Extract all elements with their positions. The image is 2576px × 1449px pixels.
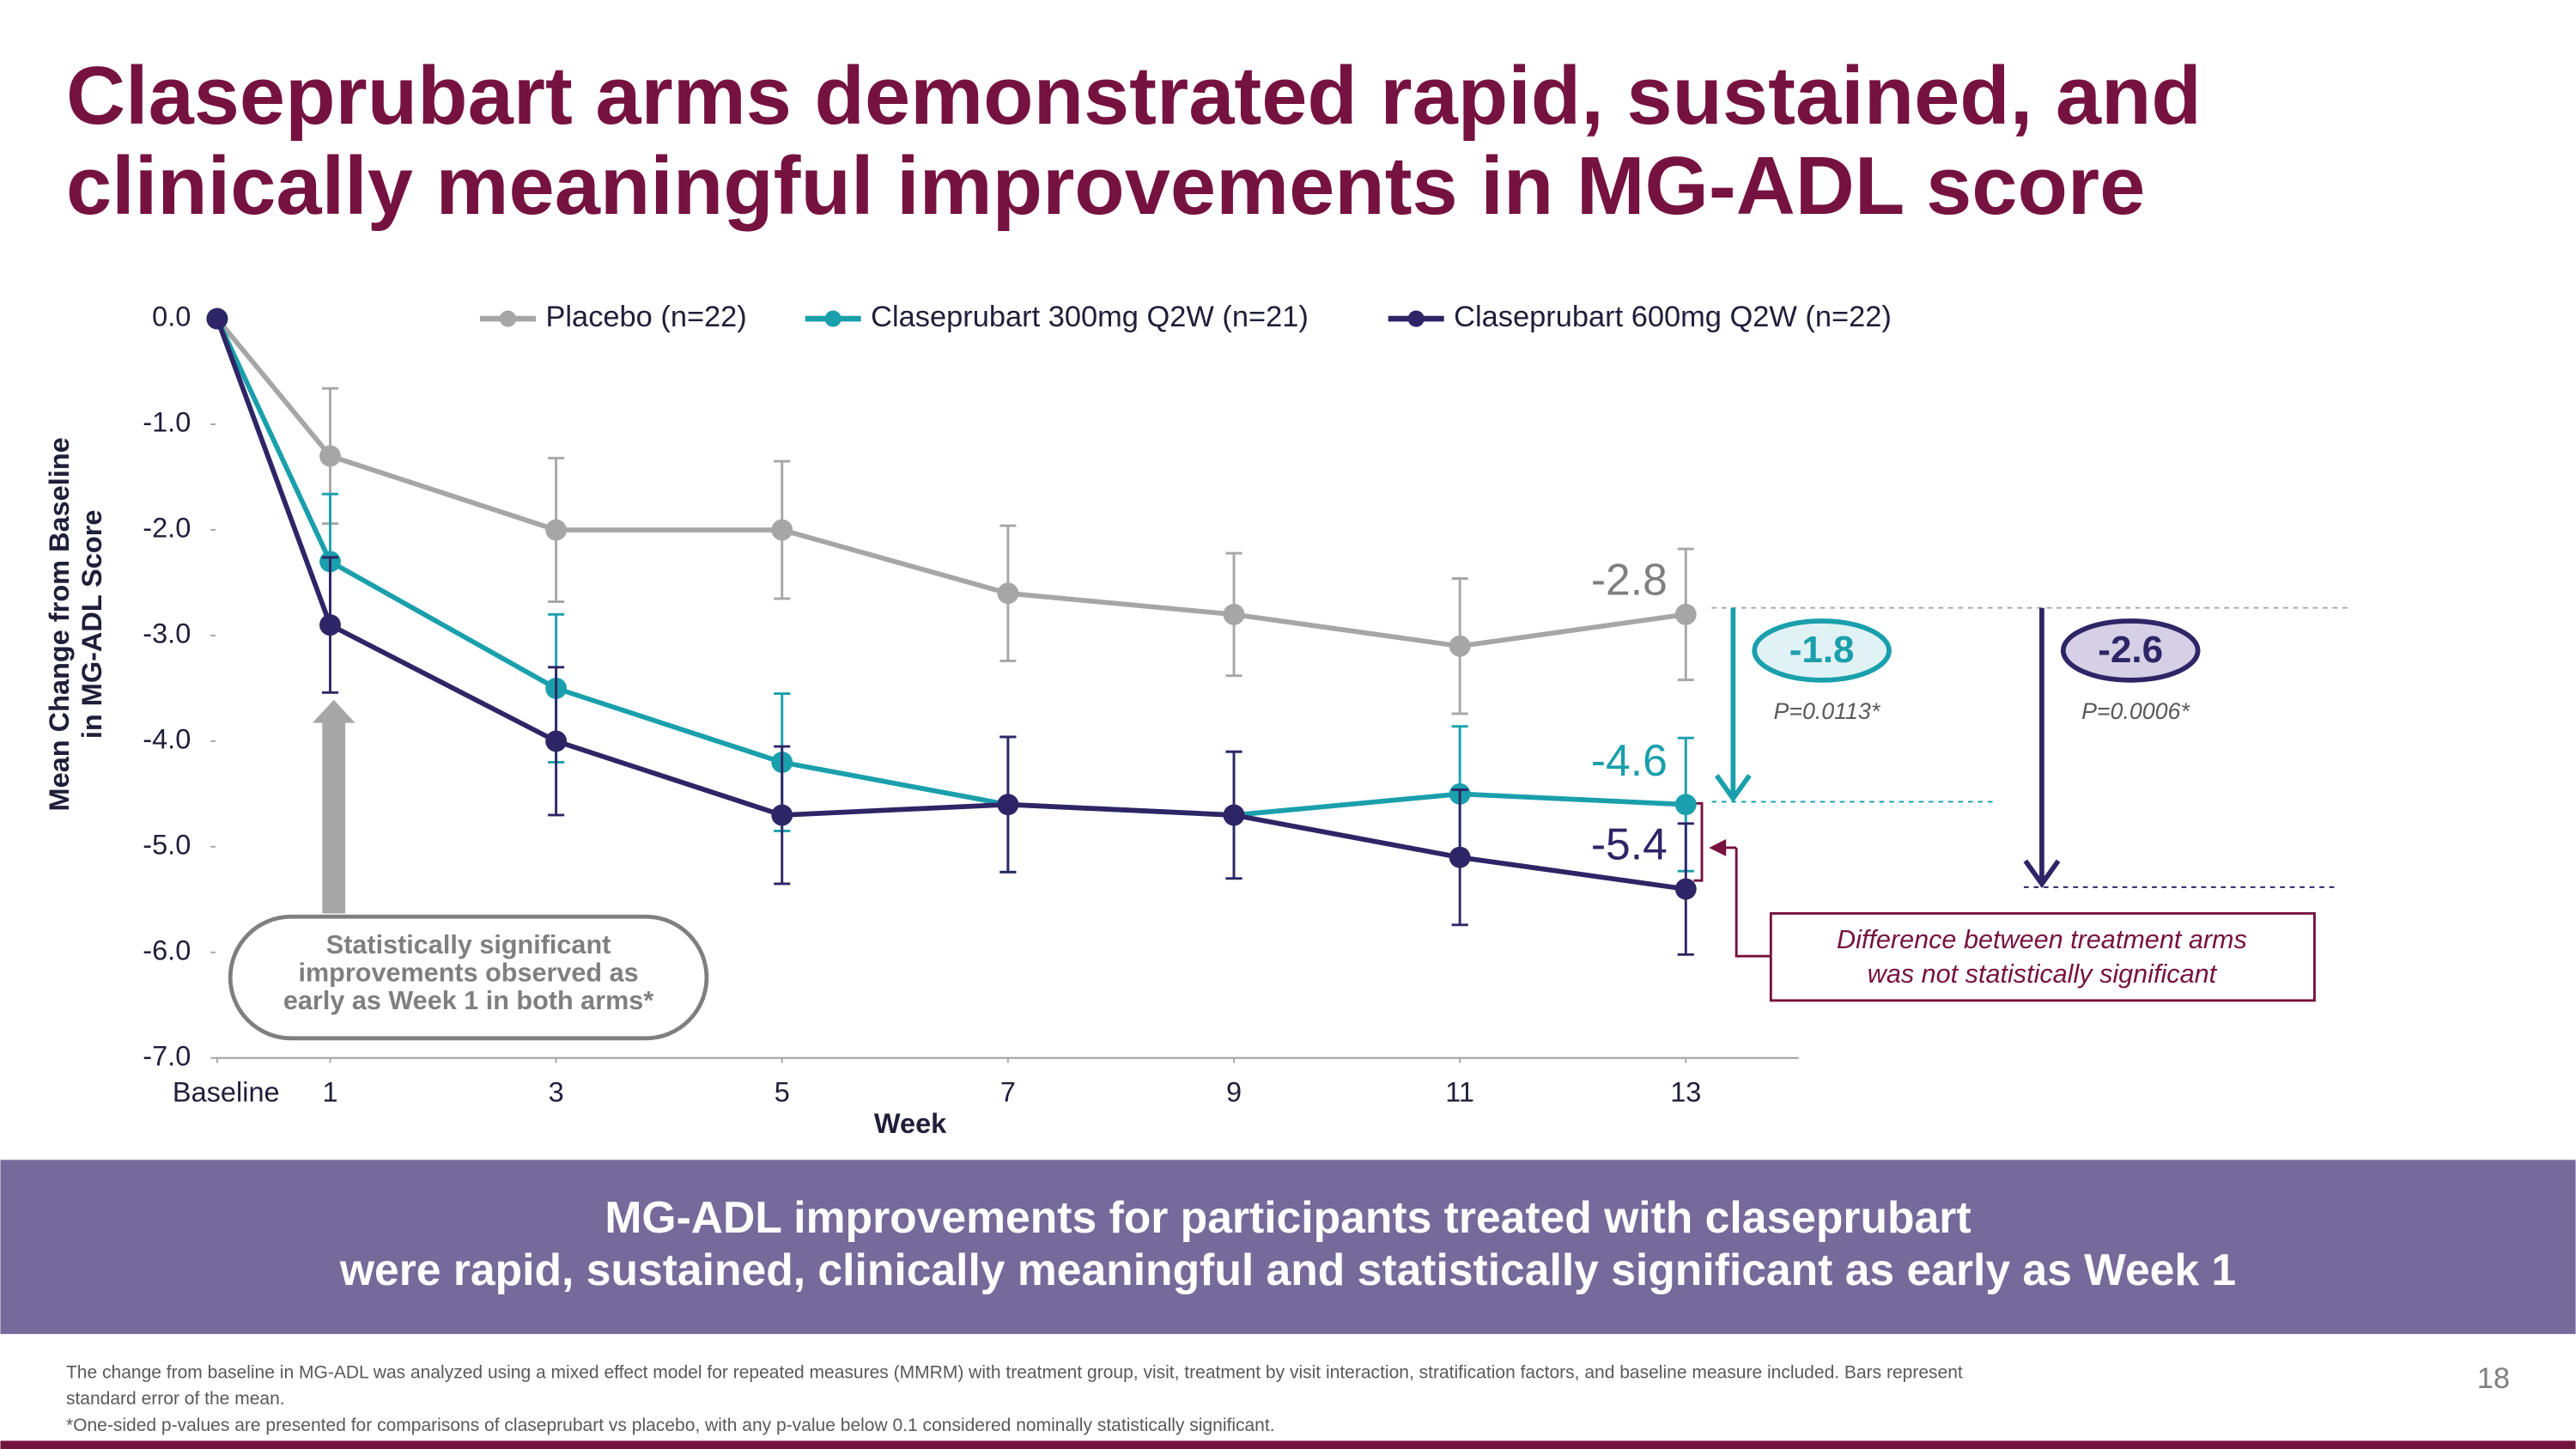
callout-text: improvements observed as [298, 958, 638, 987]
x-tick-label: 7 [1000, 1076, 1016, 1107]
series [206, 307, 1697, 956]
data-point [1674, 603, 1697, 625]
y-tick-label: -1.0 [143, 407, 191, 438]
note-box [1769, 912, 2316, 1002]
x-tick-label: 3 [549, 1076, 564, 1107]
callout-text: Statistically significant [326, 930, 611, 959]
footnote: The change from baseline in MG-ADL was a… [66, 1363, 1963, 1383]
note-text: was not statistically significant [1868, 959, 2218, 989]
data-point [1449, 635, 1471, 657]
banner [0, 1160, 2576, 1335]
footnote: standard error of the mean. [66, 1389, 285, 1409]
series [206, 307, 1697, 880]
data-point [319, 614, 341, 636]
y-axis-label-line: in MG-ADL Score [76, 509, 107, 739]
bracket [1693, 801, 1704, 882]
bracket-arrow [1709, 838, 1737, 856]
y-tick-label: -4.0 [143, 723, 191, 754]
data-point [771, 804, 793, 826]
y-axis-label-line: Mean Change from Baseline [44, 437, 75, 811]
data-point [771, 519, 793, 541]
p-value: P=0.0113* [1773, 698, 1880, 724]
banner-text: MG-ADL improvements for participants tre… [605, 1192, 1971, 1242]
data-point [319, 445, 341, 467]
end-value-label: -4.6 [1591, 735, 1668, 785]
callout [228, 914, 709, 1041]
callout-text: early as Week 1 in both arms* [283, 986, 653, 1015]
x-tick-label: 1 [322, 1076, 337, 1107]
y-tick-label: -6.0 [143, 935, 191, 965]
page-number: 18 [2477, 1362, 2510, 1395]
up-arrow [312, 699, 355, 914]
note-text: Difference between treatment arms [1837, 925, 2247, 954]
legend-label: Claseprubart 600mg Q2W (n=22) [1454, 301, 1892, 333]
series [206, 307, 1697, 715]
data-point [545, 730, 568, 752]
legend-swatch-marker [1407, 310, 1425, 327]
difference-value: -1.8 [1789, 629, 1855, 671]
data-point [1223, 804, 1245, 826]
y-tick-label: -2.0 [143, 513, 191, 544]
y-axis-label: Mean Change from Baseline in MG-ADL Scor… [44, 437, 107, 811]
data-point [545, 519, 568, 541]
series-line [215, 317, 1686, 649]
end-value-label: -2.8 [1591, 555, 1668, 605]
legend-swatch-marker [499, 310, 517, 327]
difference-badge [2060, 618, 2201, 683]
p-value: P=0.0006* [2081, 698, 2190, 724]
difference-badge [1752, 618, 1892, 683]
x-tick-label: 9 [1226, 1076, 1242, 1107]
series-line [215, 317, 1686, 818]
y-tick-label: -7.0 [143, 1040, 191, 1071]
connector [1735, 847, 1771, 958]
title: clinically meaningful improvements in MG… [66, 140, 2145, 232]
data-point [1449, 846, 1471, 868]
legend-swatch-marker [824, 310, 841, 327]
x-tick-label: Baseline [173, 1076, 280, 1107]
legend-label: Claseprubart 300mg Q2W (n=21) [871, 301, 1309, 333]
end-value-label: -5.4 [1591, 819, 1668, 869]
data-point [997, 582, 1019, 605]
data-point [206, 307, 228, 330]
title: Claseprubart arms demonstrated rapid, su… [66, 50, 2202, 142]
data-point [997, 794, 1019, 816]
difference-arrow [2023, 607, 2061, 888]
difference-value: -2.6 [2098, 629, 2163, 671]
data-point [1674, 878, 1697, 900]
footnote: *One-sided p-values are presented for co… [66, 1416, 1275, 1435]
bottom-rule [0, 1440, 2576, 1449]
x-tick-label: 5 [775, 1076, 790, 1107]
difference-arrow [1714, 607, 1752, 803]
banner-text: were rapid, sustained, clinically meanin… [339, 1245, 2236, 1294]
legend-label: Placebo (n=22) [545, 301, 746, 333]
data-point [1674, 794, 1697, 816]
y-tick-label: -5.0 [143, 829, 191, 860]
x-axis-label: Week [874, 1108, 947, 1139]
y-tick-label: -3.0 [143, 618, 191, 649]
x-tick-label: 11 [1445, 1076, 1474, 1107]
x-tick-label: 13 [1670, 1076, 1701, 1107]
data-point [1223, 603, 1245, 625]
series-line [215, 318, 1686, 892]
y-tick-label: 0.0 [152, 301, 191, 332]
